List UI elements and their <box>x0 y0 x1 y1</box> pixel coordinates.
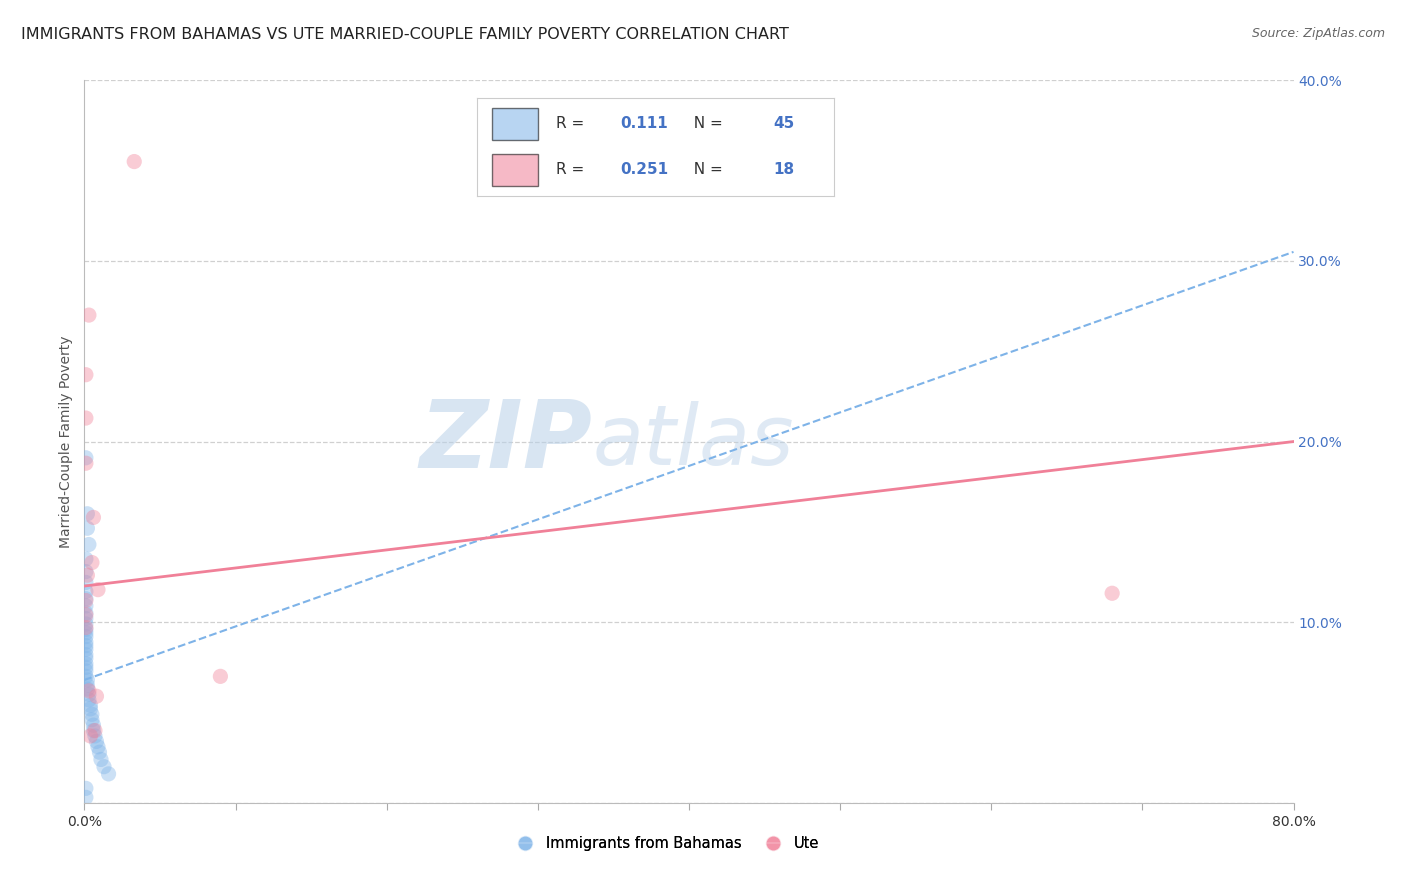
Point <box>75 584 97 599</box>
Point <box>90 752 112 766</box>
Point <box>76 521 98 535</box>
Point <box>75 599 97 613</box>
Point <box>75 368 97 382</box>
Point <box>87 582 110 597</box>
Point <box>76 681 98 696</box>
Point <box>75 575 97 590</box>
Point <box>84 723 107 738</box>
Point <box>75 450 97 465</box>
Point <box>75 630 97 644</box>
Point <box>75 648 97 662</box>
Point <box>79 702 101 716</box>
Point <box>77 693 100 707</box>
Text: atlas: atlas <box>592 401 794 482</box>
Point <box>84 729 107 743</box>
Point <box>79 729 101 743</box>
Point <box>89 745 111 759</box>
Point <box>75 639 97 653</box>
Point <box>75 651 97 665</box>
Point <box>77 308 100 322</box>
Point <box>75 621 97 635</box>
Point <box>75 626 97 640</box>
Point <box>75 635 97 649</box>
Point <box>77 683 100 698</box>
Point <box>80 556 103 570</box>
Point <box>87 739 110 754</box>
Point <box>77 537 100 551</box>
Text: ZIP: ZIP <box>419 395 592 488</box>
Point <box>75 411 97 425</box>
Point <box>75 642 97 657</box>
Point <box>82 510 104 524</box>
Point <box>75 456 97 470</box>
Text: IMMIGRANTS FROM BAHAMAS VS UTE MARRIED-COUPLE FAMILY POVERTY CORRELATION CHART: IMMIGRANTS FROM BAHAMAS VS UTE MARRIED-C… <box>21 27 789 42</box>
Point <box>77 687 100 701</box>
Point <box>97 767 120 781</box>
Legend: Immigrants from Bahamas, Ute: Immigrants from Bahamas, Ute <box>505 830 825 857</box>
Point <box>75 669 97 683</box>
Point <box>82 723 104 738</box>
Point <box>75 606 97 620</box>
Point <box>76 568 98 582</box>
Point <box>75 623 97 637</box>
Point <box>75 565 97 579</box>
Point <box>93 760 115 774</box>
Point <box>75 664 97 678</box>
Point <box>75 607 97 622</box>
Point <box>76 678 98 692</box>
Point <box>75 781 97 796</box>
Point <box>82 718 104 732</box>
Point <box>75 552 97 566</box>
Point <box>75 611 97 625</box>
Point <box>75 790 97 805</box>
Point <box>80 713 103 727</box>
Point <box>75 660 97 674</box>
Point <box>86 734 108 748</box>
Point <box>76 673 98 687</box>
Y-axis label: Married-Couple Family Poverty: Married-Couple Family Poverty <box>59 335 73 548</box>
Point <box>122 154 145 169</box>
Point <box>1101 586 1123 600</box>
Point <box>76 507 98 521</box>
Point <box>75 617 97 632</box>
Point <box>75 593 97 607</box>
Point <box>80 707 103 722</box>
Text: Source: ZipAtlas.com: Source: ZipAtlas.com <box>1251 27 1385 40</box>
Point <box>75 591 97 606</box>
Point <box>86 690 108 704</box>
Point <box>209 669 232 683</box>
Point <box>75 657 97 671</box>
Point <box>79 698 101 713</box>
